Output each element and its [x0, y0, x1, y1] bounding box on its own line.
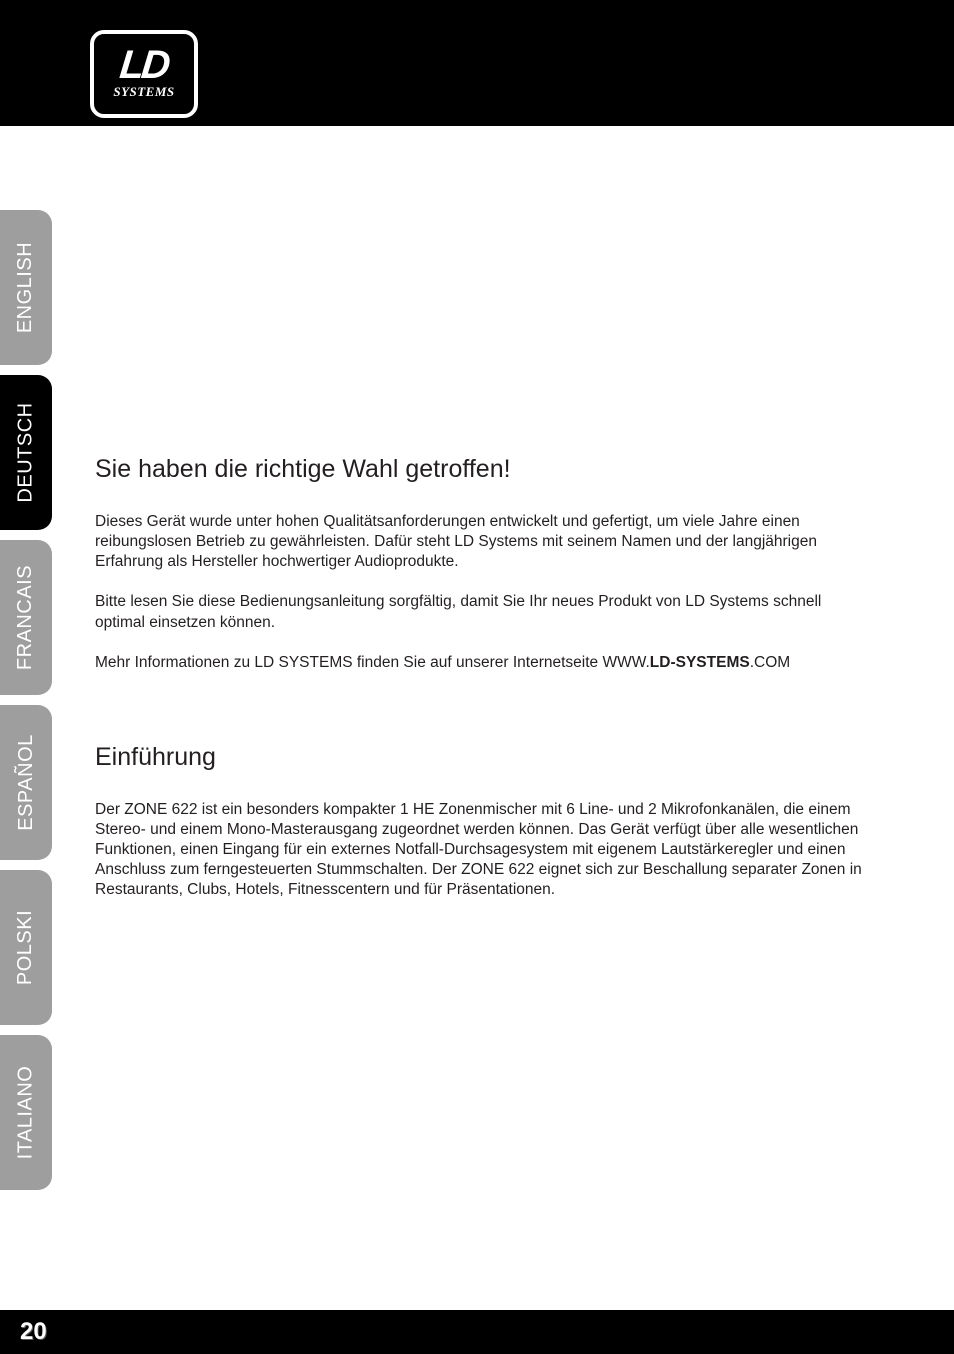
bottom-bar: 20	[0, 1310, 954, 1354]
brand-logo: LD SYSTEMS	[90, 30, 198, 118]
para3-bold: LD-SYSTEMS	[650, 654, 750, 671]
tab-deutsch[interactable]: DEUTSCH	[0, 375, 52, 530]
tab-espanol[interactable]: ESPAÑOL	[0, 705, 52, 860]
tab-label: ESPAÑOL	[15, 734, 38, 831]
logo-main-text: LD	[119, 48, 170, 82]
section1-para2: Bitte lesen Sie diese Bedienungsanleitun…	[95, 592, 865, 632]
section1-para1: Dieses Gerät wurde unter hohen Qualitäts…	[95, 512, 865, 572]
main-content: Sie haben die richtige Wahl getroffen! D…	[95, 455, 865, 921]
section2-para1: Der ZONE 622 ist ein besonders kompakter…	[95, 800, 865, 901]
section1-title: Sie haben die richtige Wahl getroffen!	[95, 455, 865, 484]
tab-label: FRANCAIS	[15, 565, 38, 670]
tab-label: DEUTSCH	[15, 402, 38, 502]
tab-english[interactable]: ENGLISH	[0, 210, 52, 365]
section2-title: Einführung	[95, 743, 865, 772]
para3-post: .COM	[750, 654, 790, 671]
tab-label: ITALIANO	[15, 1066, 38, 1160]
tab-label: POLSKI	[15, 910, 38, 985]
para3-pre: Mehr Informationen zu LD SYSTEMS finden …	[95, 654, 650, 671]
page-number: 20	[20, 1318, 47, 1346]
section2: Einführung Der ZONE 622 ist ein besonder…	[95, 743, 865, 901]
tab-italiano[interactable]: ITALIANO	[0, 1035, 52, 1190]
tab-label: ENGLISH	[15, 242, 38, 333]
tab-polski[interactable]: POLSKI	[0, 870, 52, 1025]
section1-para3: Mehr Informationen zu LD SYSTEMS finden …	[95, 653, 865, 673]
page-root: LD SYSTEMS ENGLISH DEUTSCH FRANCAIS ESPA…	[0, 0, 954, 1354]
tab-francais[interactable]: FRANCAIS	[0, 540, 52, 695]
